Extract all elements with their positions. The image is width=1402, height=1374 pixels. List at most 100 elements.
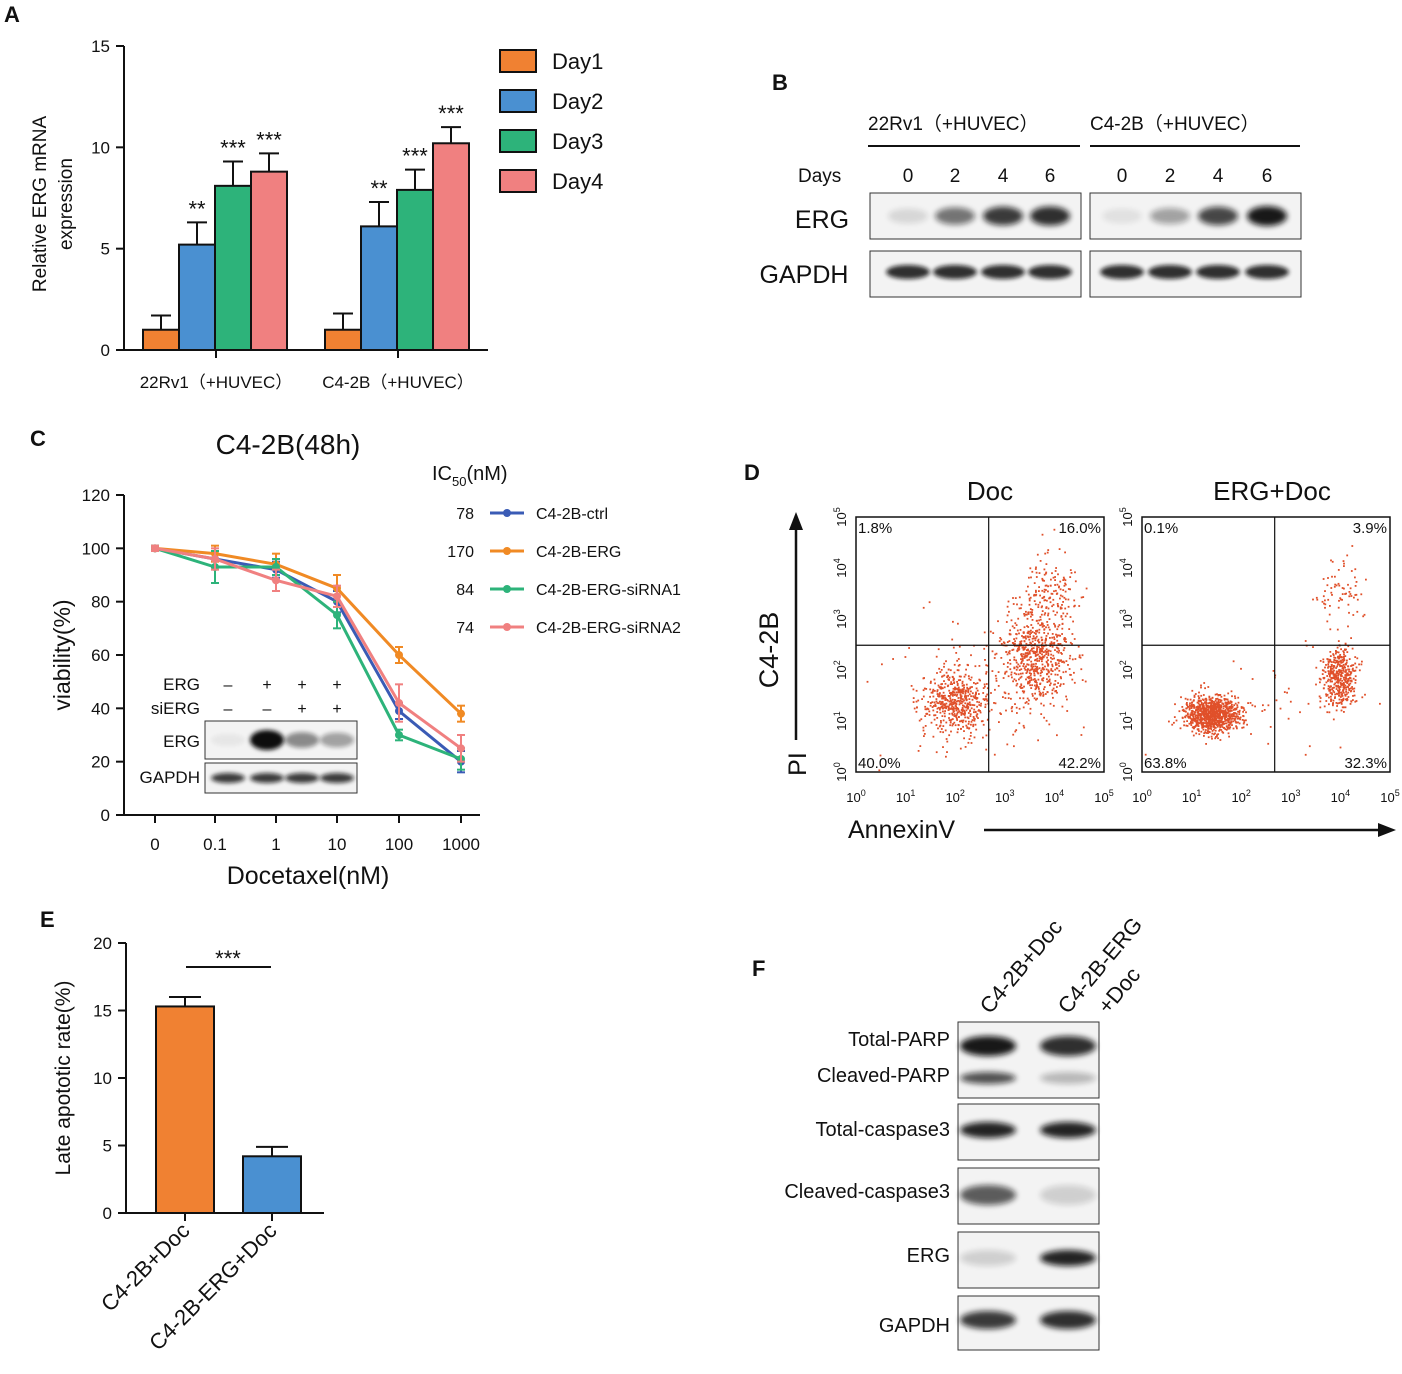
panel-b-row-erg: ERG — [795, 206, 849, 234]
panel-c-ytick: 40 — [91, 699, 110, 718]
panel-d-quadrant-ll: 63.8% — [1144, 755, 1187, 772]
panel-d-quadrant-ur: 16.0% — [1058, 520, 1101, 537]
panel-c-inset-row-erg: ERG — [163, 732, 200, 751]
panel-a-bar-day2-1 — [178, 243, 216, 351]
panel-d-title-2: ERG+Doc — [1213, 476, 1331, 506]
panel-d-quadrant-lr: 42.2% — [1058, 755, 1101, 772]
panel-c-inset-erg-label: ERG — [163, 675, 200, 694]
panel-c-ytick: 20 — [91, 753, 110, 772]
panel-b: B 22Rv1（+HUVEC） C4-2B（+HUVEC） Days 0 2 4 6 0… — [760, 70, 1302, 298]
panel-b-band-gapdh — [1148, 265, 1192, 279]
panel-d-ytick: 104 — [832, 558, 849, 577]
panel-d-ytick: 101 — [832, 711, 849, 730]
panel-f-row-label: ERG — [907, 1245, 950, 1267]
panel-a-ylabel-line2: expression — [56, 158, 77, 250]
panel-b-band-gapdh — [1245, 265, 1289, 279]
panel-b-band-erg — [888, 208, 928, 224]
panel-d-label: D — [744, 460, 760, 485]
panel-a-bar-day1-2 — [324, 328, 362, 352]
panel-c-inset: ERG siERG – + + + – – + + ERG GAPDH — [140, 675, 358, 794]
panel-b-band-gapdh — [886, 265, 930, 279]
panel-a-ylabel-line1: Relative ERG mRNA — [30, 116, 51, 293]
panel-d: D Doc ERG+Doc C4-2B PI AnnexinV 1.8% 16.0… — [744, 460, 1400, 844]
panel-c-line-c4-2b-erg-sirna2 — [154, 546, 462, 750]
panel-e-bar-2 — [242, 1155, 302, 1215]
panel-c-inset-sierg-sign: + — [332, 701, 341, 718]
panel-c-inset-band-erg — [320, 732, 354, 748]
panel-f-row-label: GAPDH — [879, 1315, 950, 1337]
panel-c-point — [333, 611, 341, 619]
panel-c-xtick: 0 — [150, 835, 159, 854]
panel-d-quadrant-ll: 40.0% — [858, 755, 901, 772]
panel-c-inset-erg-sign: + — [297, 677, 306, 694]
panel-c-inset-band-erg — [250, 730, 284, 750]
panel-e-ytick: 0 — [103, 1204, 112, 1223]
panel-d-ytick: 101 — [1118, 711, 1135, 730]
panel-c-ytick: 60 — [91, 646, 110, 665]
panel-e-ytick: 10 — [93, 1069, 112, 1088]
panel-d-ytick: 102 — [1118, 660, 1135, 679]
panel-b-header-1: 22Rv1（+HUVEC） — [868, 113, 1039, 135]
panel-d-xtick: 103 — [1281, 788, 1300, 805]
panel-d-xlabel: AnnexinV — [848, 816, 955, 844]
panel-a-bar-day4-1 — [250, 170, 288, 351]
panel-e-ylabel: Late apototic rate(%) — [52, 981, 75, 1176]
panel-a-ytick: 5 — [101, 240, 110, 259]
panel-a-group-2: C4-2B（+HUVEC） — [322, 373, 474, 392]
panel-c-inset-band-gapdh — [320, 773, 354, 783]
panel-c-point — [151, 544, 159, 553]
panel-b-band-gapdh — [1100, 265, 1144, 279]
panel-c-legend: 78 C4-2B-ctrl 170 C4-2B-ERG 84 C4-2B-ERG-siRN… — [447, 506, 681, 637]
panel-a-significance: *** — [438, 101, 464, 126]
panel-f-band — [1040, 1072, 1096, 1084]
panel-d-xtick: 103 — [995, 788, 1014, 805]
panel-c-ytick: 120 — [82, 486, 110, 505]
panel-f-band — [960, 1185, 1016, 1205]
panel-b-band-gapdh — [981, 265, 1025, 279]
panel-c-xtick: 10 — [328, 835, 347, 854]
panel-a-legend-swatch — [499, 49, 537, 73]
panel-b-day-tick: 4 — [1213, 166, 1224, 187]
panel-f-band — [1040, 1311, 1096, 1329]
panel-a-bar-day2-2 — [360, 225, 398, 351]
panel-b-band-erg — [1150, 207, 1190, 225]
panel-d-xtick: 100 — [846, 788, 865, 805]
panel-d-ytick: 100 — [832, 762, 849, 781]
panel-d-xtick: 100 — [1132, 788, 1151, 805]
panel-a-bar-day4-2 — [432, 142, 470, 351]
panel-d-title-1: Doc — [967, 476, 1013, 506]
panel-a-legend-label: Day3 — [552, 129, 603, 154]
panel-c-xtick: 1 — [271, 835, 280, 854]
panel-c-ic50-value: 84 — [456, 582, 474, 599]
panel-f-row-label: Total-caspase3 — [815, 1119, 950, 1141]
panel-d-plot-erg-doc: 0.1% 3.9% 63.8% 32.3% 100 100 101 101 102 102 103 1… — [1118, 507, 1400, 805]
panel-c-point — [211, 555, 219, 563]
panel-b-band-erg — [1247, 206, 1287, 226]
panel-a-ytick: 10 — [91, 138, 110, 157]
panel-a-significance: ** — [188, 196, 206, 221]
panel-d-ytick: 100 — [1118, 762, 1135, 781]
panel-d-ytick: 105 — [832, 507, 849, 526]
panel-c-point — [333, 592, 341, 601]
panel-c-ylabel: viability(%) — [49, 599, 75, 710]
panel-d-xtick: 102 — [945, 788, 964, 805]
panel-f-band — [1040, 1185, 1096, 1205]
panel-a-label: A — [4, 2, 20, 27]
panel-c-ic50-header: IC50(nM) — [432, 463, 508, 489]
panel-d-ytick: 105 — [1118, 507, 1135, 526]
panel-d-xtick: 104 — [1331, 788, 1350, 805]
panel-b-day-tick: 2 — [950, 166, 961, 187]
panel-a-group-1: 22Rv1（+HUVEC） — [140, 373, 293, 392]
panel-a-significance: *** — [402, 144, 428, 169]
panel-f-band — [960, 1250, 1016, 1266]
panel-f-band — [960, 1122, 1016, 1138]
panel-d-plot-doc: 1.8% 16.0% 40.0% 42.2% 100 100 101 101 102 102 103… — [832, 507, 1114, 805]
panel-c-ytick: 100 — [82, 539, 110, 558]
panel-d-quadrant-ul: 0.1% — [1144, 520, 1178, 537]
panel-f-band — [1040, 1250, 1096, 1266]
panel-e-bar-1 — [155, 1005, 215, 1215]
panel-b-band-gapdh — [1196, 265, 1240, 279]
panel-d-ylabel-cell: C4-2B — [754, 612, 784, 689]
